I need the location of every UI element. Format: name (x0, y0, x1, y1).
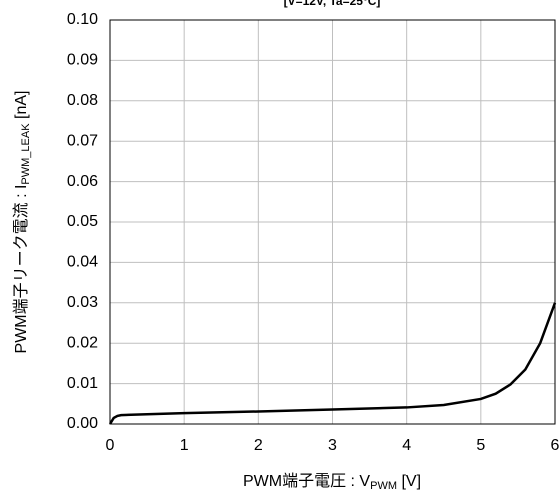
x-label-sub: PWM (370, 480, 397, 492)
x-tick-label: 5 (476, 437, 485, 454)
y-tick-label: 0.00 (67, 415, 98, 432)
x-label-text: PWM端子電圧 : V (243, 472, 370, 490)
y-label-unit: [nA] (13, 91, 30, 124)
plot-border (109, 19, 556, 425)
data-line (108, 302, 557, 425)
x-tick-label: 4 (402, 437, 411, 454)
y-tick-label: 0.03 (67, 294, 98, 311)
x-tick-label: 3 (328, 437, 337, 454)
x-axis-label: PWM端子電圧 : VPWM [V] (243, 472, 421, 492)
y-tick-label: 0.05 (67, 213, 98, 230)
x-tick-label: 6 (551, 437, 560, 454)
x-tick-label: 0 (106, 437, 115, 454)
y-tick-label: 0.09 (67, 52, 98, 69)
x-tick-label: 1 (180, 437, 189, 454)
y-tick-label: 0.04 (67, 254, 98, 271)
y-tick-label: 0.02 (67, 334, 98, 351)
chart-title: [V=12V, Ta=25°C] (284, 0, 381, 8)
y-tick-label: 0.07 (67, 132, 98, 149)
x-tick-label: 2 (254, 437, 263, 454)
y-tick-label: 0.06 (67, 173, 98, 190)
y-tick-label: 0.08 (67, 92, 98, 109)
y-axis-label: PWM端子リーク電流 : IPWM_LEAK [nA] (12, 91, 32, 354)
x-label-unit: [V] (397, 473, 421, 490)
y-tick-label: 0.10 (67, 11, 98, 28)
y-tick-label: 0.01 (67, 375, 98, 392)
y-label-sub: PWM_LEAK (20, 123, 32, 185)
y-label-text: PWM端子リーク電流 : I (12, 185, 30, 354)
